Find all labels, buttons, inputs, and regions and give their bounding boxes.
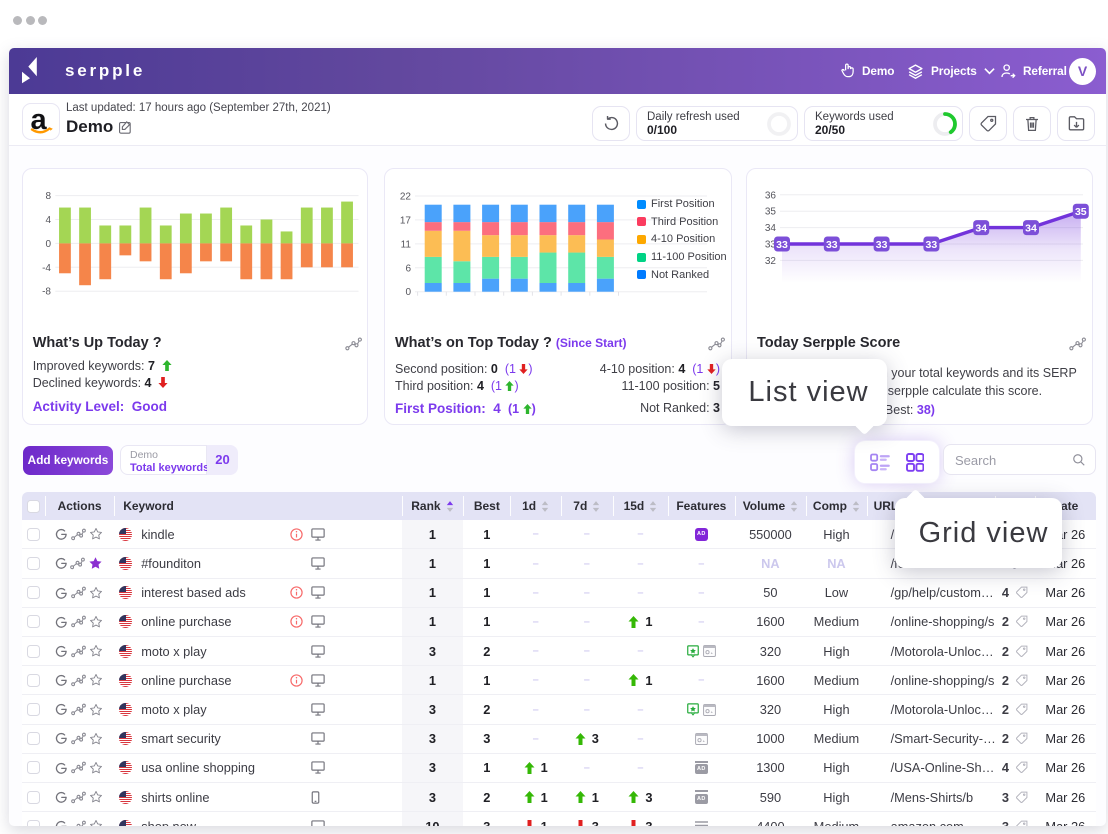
svg-text:36: 36 bbox=[765, 190, 777, 201]
svg-text:-8: -8 bbox=[42, 287, 51, 298]
svg-text:a: a bbox=[31, 107, 48, 136]
svg-text:35: 35 bbox=[765, 207, 777, 218]
svg-text:11: 11 bbox=[401, 239, 412, 250]
svg-text:17: 17 bbox=[400, 215, 412, 226]
svg-text:6: 6 bbox=[405, 263, 411, 274]
svg-text:33: 33 bbox=[765, 240, 777, 251]
svg-text:33: 33 bbox=[926, 239, 938, 251]
svg-text:0: 0 bbox=[405, 287, 411, 298]
svg-text:-4: -4 bbox=[42, 263, 51, 274]
svg-text:34: 34 bbox=[975, 222, 987, 234]
svg-text:35: 35 bbox=[1075, 206, 1087, 218]
svg-text:8: 8 bbox=[45, 191, 51, 202]
svg-text:32: 32 bbox=[765, 256, 777, 267]
svg-text:33: 33 bbox=[876, 239, 888, 251]
svg-text:34: 34 bbox=[1025, 222, 1037, 234]
svg-text:33: 33 bbox=[826, 239, 838, 251]
svg-text:4: 4 bbox=[45, 215, 51, 226]
svg-text:0: 0 bbox=[45, 239, 51, 250]
svg-text:33: 33 bbox=[776, 239, 788, 251]
svg-text:34: 34 bbox=[765, 223, 777, 234]
svg-text:22: 22 bbox=[400, 192, 412, 203]
